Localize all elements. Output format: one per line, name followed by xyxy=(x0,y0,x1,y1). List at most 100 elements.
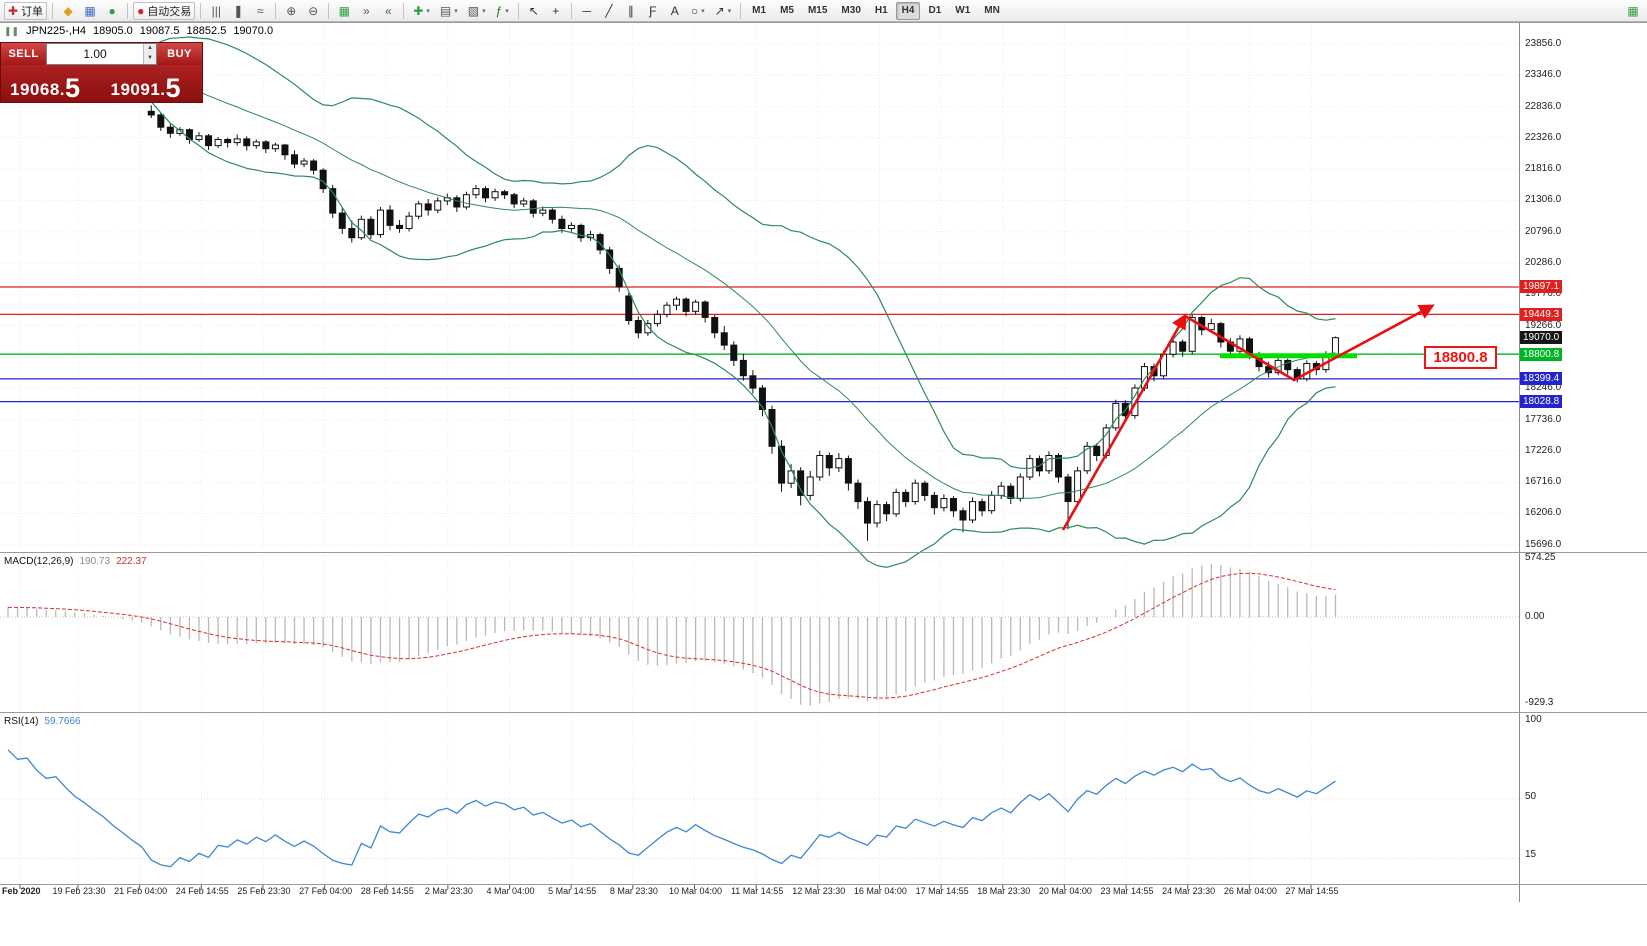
timeframe-button-M30-label: M30 xyxy=(841,5,861,16)
buy-button[interactable]: BUY xyxy=(157,43,202,65)
buy-price-fraction: 5 xyxy=(165,73,181,103)
new-chart-button[interactable]: ✚ ▾ xyxy=(409,2,434,20)
chart-canvas[interactable] xyxy=(0,0,1519,946)
profiles-button[interactable]: ▤ ▾ xyxy=(436,2,462,20)
bar-chart-icon[interactable]: ||| xyxy=(206,2,226,20)
indicators-button-caret: ▾ xyxy=(505,7,509,15)
timeframe-button-M5[interactable]: M5 xyxy=(774,2,800,20)
templates-button[interactable]: ▧ ▾ xyxy=(464,2,490,20)
panel-separator[interactable] xyxy=(0,552,1647,553)
panel-separator[interactable] xyxy=(0,712,1647,713)
rsi-value: 59.7666 xyxy=(44,716,81,727)
sell-button[interactable]: SELL xyxy=(1,43,46,65)
ohlc-close: 19070.0 xyxy=(233,25,274,37)
toolbar-separator xyxy=(517,2,519,19)
data-window-icon[interactable]: ▦ xyxy=(80,2,100,20)
auto-scroll-icon[interactable]: » xyxy=(356,2,376,20)
candlestick-chart-icon-glyph: ❚ xyxy=(233,3,244,18)
timeframe-button-M1[interactable]: M1 xyxy=(746,2,772,20)
time-label: 23 Mar 14:55 xyxy=(1100,886,1154,896)
ohlc-open: 18905.0 xyxy=(93,25,133,37)
shapes-tool[interactable]: ○ ▾ xyxy=(687,2,709,20)
volume-field[interactable]: 1.00 ▲ ▼ xyxy=(46,43,157,65)
macd-title: MACD(12,26,9) xyxy=(4,556,74,567)
text-tool[interactable]: A xyxy=(665,2,685,20)
crosshair-icon[interactable]: + xyxy=(546,2,566,20)
chart-shift-icon[interactable]: « xyxy=(378,2,398,20)
volume-increase-button[interactable]: ▲ xyxy=(144,44,156,54)
market-watch-icon-glyph: ◆ xyxy=(63,3,73,18)
timeframe-button-D1[interactable]: D1 xyxy=(922,2,947,20)
price-tick-label: 23346.0 xyxy=(1525,69,1562,81)
new-order-button[interactable]: ✚ 订单 xyxy=(4,1,48,20)
tile-windows-icon[interactable]: ▦ xyxy=(334,2,354,20)
timeframe-button-H4[interactable]: H4 xyxy=(895,1,921,20)
line-chart-icon-glyph: ≈ xyxy=(257,3,264,18)
macd-scale-label: -929.3 xyxy=(1525,697,1554,708)
toolbar-separator xyxy=(403,2,405,19)
timeframe-button-M15[interactable]: M15 xyxy=(802,2,833,20)
market-watch-icon[interactable]: ◆ xyxy=(58,2,78,20)
timeframe-button-H1[interactable]: H1 xyxy=(869,2,894,20)
timeframe-button-H4-label: H4 xyxy=(901,5,915,16)
price-tick-label: 20286.0 xyxy=(1525,257,1562,269)
sell-price[interactable]: 19068. 5 xyxy=(1,65,102,103)
profiles-button-glyph: ▤ xyxy=(439,3,452,18)
time-label: 28 Feb 14:55 xyxy=(360,886,414,896)
hline-tool-glyph: ─ xyxy=(582,3,592,18)
macd-scale-label: 574.25 xyxy=(1525,552,1556,563)
price-tick-label: 19266.0 xyxy=(1525,319,1562,331)
indicators-button[interactable]: ƒ ▾ xyxy=(492,2,513,20)
one-click-trading-panel: SELL 1.00 ▲ ▼ BUY 19068. 5 19091. 5 xyxy=(0,42,203,103)
trendline-tool[interactable]: ╱ xyxy=(599,2,619,20)
timeframe-button-MN-label: MN xyxy=(984,5,1000,16)
buy-price[interactable]: 19091. 5 xyxy=(102,65,203,103)
new-chart-button-caret: ▾ xyxy=(426,7,430,15)
shapes-tool-glyph: ○ xyxy=(690,3,699,18)
price-scale[interactable]: 23856.0 23346.0 22836.0 22326.0 21816.0 21306… xyxy=(1519,22,1647,902)
time-label: 27 Mar 14:55 xyxy=(1285,886,1339,896)
chart-window-icon[interactable]: ▦ xyxy=(1623,2,1643,20)
navigator-icon[interactable]: ● xyxy=(102,2,122,20)
zoom-in-icon[interactable]: ⊕ xyxy=(281,2,301,20)
text-tool-glyph: A xyxy=(670,3,679,18)
panel-separator xyxy=(0,884,1647,885)
line-chart-icon[interactable]: ≈ xyxy=(250,2,270,20)
auto-scroll-icon-glyph: » xyxy=(362,3,370,18)
timeframe-button-W1[interactable]: W1 xyxy=(949,2,976,20)
data-window-icon-glyph: ▦ xyxy=(84,3,96,18)
volume-value[interactable]: 1.00 xyxy=(83,47,107,61)
rsi-scale-label: 100 xyxy=(1525,714,1542,725)
channel-tool[interactable]: ∥ xyxy=(621,2,641,20)
price-marker: 19449.3 xyxy=(1520,307,1563,321)
volume-decrease-button[interactable]: ▼ xyxy=(144,54,156,64)
price-tick-label: 20796.0 xyxy=(1525,225,1562,237)
cursor-icon[interactable]: ↖ xyxy=(524,2,544,20)
autotrade-button[interactable]: ● 自动交易 xyxy=(133,1,196,20)
price-annotation: 18800.8 xyxy=(1424,346,1497,369)
rsi-scale-label: 15 xyxy=(1525,849,1537,860)
timeframe-button-M5-label: M5 xyxy=(780,5,794,16)
new-order-button-label: 订单 xyxy=(21,5,44,18)
autotrade-button-label: 自动交易 xyxy=(147,5,192,18)
time-label: 4 Mar 04:00 xyxy=(486,886,535,896)
time-axis[interactable]: Feb 2020 19 Feb 23:30 21 Feb 04:00 24 Feb 1… xyxy=(0,886,1519,902)
arrows-tool[interactable]: ↗ ▾ xyxy=(711,2,736,20)
buy-price-main: 19091. xyxy=(110,80,166,99)
trendline-tool-glyph: ╱ xyxy=(605,3,613,18)
symbol-title: JPN225-,H4 xyxy=(26,25,87,37)
hline-tool[interactable]: ─ xyxy=(577,2,597,20)
candlestick-chart-icon[interactable]: ❚ xyxy=(228,2,248,20)
fibonacci-tool[interactable]: Ƒ xyxy=(643,2,663,20)
price-marker: 18028.8 xyxy=(1520,395,1563,409)
time-label: Feb 2020 xyxy=(2,886,41,896)
rsi-scale-label: 50 xyxy=(1525,791,1537,802)
zoom-out-icon[interactable]: ⊖ xyxy=(303,2,323,20)
profiles-button-caret: ▾ xyxy=(454,7,458,15)
timeframe-button-MN[interactable]: MN xyxy=(978,2,1006,20)
new-order-button-glyph: ✚ xyxy=(8,3,19,18)
price-tick-label: 16206.0 xyxy=(1525,507,1562,519)
volume-spinner: ▲ ▼ xyxy=(143,44,156,64)
bar-chart-icon-glyph: ||| xyxy=(211,3,221,18)
timeframe-button-M30[interactable]: M30 xyxy=(835,2,866,20)
